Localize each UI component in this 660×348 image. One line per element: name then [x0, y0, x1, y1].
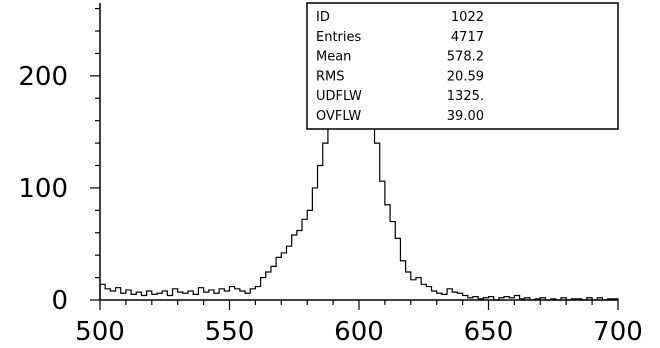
histogram-bin	[421, 284, 426, 300]
x-tick-label: 700	[593, 317, 643, 347]
histogram-bin	[178, 292, 183, 300]
y-tick-label: 0	[51, 286, 68, 316]
histogram-bin	[240, 291, 245, 300]
histogram-bin	[281, 253, 286, 300]
histogram-bin	[167, 296, 172, 300]
x-tick-label: 650	[464, 317, 514, 347]
stats-value: 39.00	[447, 109, 484, 124]
histogram-bin	[442, 294, 447, 300]
histogram-bin	[307, 210, 312, 300]
histogram-bin	[411, 280, 416, 300]
histogram-bin	[297, 231, 302, 300]
histogram-bin	[204, 292, 209, 300]
axis-ticks	[90, 8, 619, 310]
histogram-bin	[266, 272, 271, 300]
x-tick-label: 550	[205, 317, 255, 347]
x-tick-label: 500	[75, 317, 125, 347]
histogram-bin	[292, 235, 297, 300]
histogram-bin	[100, 284, 105, 300]
histogram-bin	[162, 291, 167, 300]
histogram-bin	[147, 291, 152, 300]
y-tick-label: 200	[18, 62, 68, 92]
histogram-bin	[437, 293, 442, 300]
histogram-bin	[235, 289, 240, 300]
histogram-bin	[209, 290, 214, 300]
histogram-bin	[385, 205, 390, 300]
histogram-bin	[514, 296, 519, 300]
histogram-bin	[105, 289, 110, 300]
histogram-bin	[126, 290, 131, 300]
histogram-bin	[400, 261, 405, 300]
histogram-bin	[271, 266, 276, 300]
histogram-bin	[323, 143, 328, 300]
histogram-bin	[116, 288, 121, 300]
histogram-bin	[193, 294, 198, 300]
histogram-bin	[416, 278, 421, 300]
stats-label: Mean	[316, 50, 351, 65]
stats-label: Entries	[316, 30, 362, 45]
histogram-bin	[224, 291, 229, 300]
histogram-bin	[121, 293, 126, 300]
histogram-bin	[173, 289, 178, 300]
histogram-bin	[245, 293, 250, 300]
histogram-bin	[328, 115, 333, 300]
stats-label: OVFLW	[316, 109, 361, 124]
histogram-bin	[188, 291, 193, 300]
histogram-bin	[230, 287, 235, 300]
histogram-bin	[198, 288, 203, 300]
stats-box-frame	[306, 2, 619, 130]
histogram-bin	[406, 272, 411, 300]
histogram-bin	[286, 246, 291, 300]
histogram-bin	[432, 291, 437, 300]
stats-value: 20.59	[447, 69, 484, 84]
histogram-bin	[152, 294, 157, 300]
histogram-bin	[276, 257, 281, 300]
histogram-bin	[463, 296, 468, 300]
stats-value: 1022	[451, 10, 484, 25]
histogram-bin	[183, 293, 188, 300]
histogram-bin	[375, 143, 380, 300]
histogram-bin	[457, 293, 462, 300]
histogram-bin	[447, 289, 452, 300]
stats-label: UDFLW	[316, 89, 362, 104]
histogram-bin	[302, 219, 307, 300]
histogram-bin	[380, 181, 385, 300]
y-tick-label: 100	[18, 174, 68, 204]
stats-value: 4717	[451, 30, 484, 45]
histogram-bin	[250, 289, 255, 300]
histogram-bin	[312, 188, 317, 300]
x-tick-labels: 500 550 600 650 700	[75, 317, 643, 347]
histogram-bin	[219, 289, 224, 300]
histogram-bin	[214, 293, 219, 300]
histogram-bin	[261, 278, 266, 300]
stats-label: ID	[316, 10, 330, 25]
stats-value: 578.2	[447, 50, 484, 65]
histogram-bin	[141, 296, 146, 300]
histogram-bin	[255, 287, 260, 300]
histogram-bin	[395, 238, 400, 300]
histogram-bin	[452, 292, 457, 300]
stats-label: RMS	[316, 69, 345, 84]
histogram-bin	[136, 292, 141, 300]
histogram-bin	[318, 166, 323, 300]
histogram-bin	[110, 291, 115, 300]
stats-rows: ID 1022 Entries 4717 Mean 578.2 RMS 20.59 UDFLW 1…	[316, 10, 484, 124]
histogram-bin	[426, 287, 431, 300]
histogram-bin	[131, 294, 136, 300]
stats-box: ID 1022 Entries 4717 Mean 578.2 RMS 20.59 UDFLW 1…	[306, 2, 619, 130]
histogram-bin	[390, 222, 395, 300]
x-tick-label: 600	[334, 317, 384, 347]
histogram-bin	[157, 293, 162, 300]
stats-value: 1325.	[447, 89, 484, 104]
histogram-bin	[369, 109, 374, 300]
y-tick-labels: 0 100 200	[18, 62, 68, 316]
